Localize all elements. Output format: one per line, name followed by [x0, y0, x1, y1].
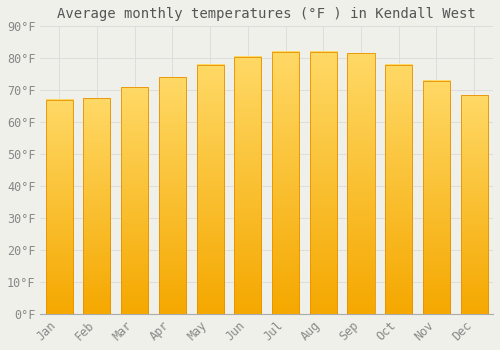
Bar: [423, 80, 450, 314]
Title: Average monthly temperatures (°F ) in Kendall West: Average monthly temperatures (°F ) in Ke…: [58, 7, 476, 21]
Bar: [121, 87, 148, 314]
Bar: [196, 65, 224, 314]
Bar: [348, 54, 374, 314]
Bar: [310, 52, 337, 314]
Bar: [159, 77, 186, 314]
Bar: [385, 65, 412, 314]
Bar: [272, 52, 299, 314]
Bar: [46, 100, 73, 314]
Bar: [234, 57, 262, 314]
Bar: [84, 98, 110, 314]
Bar: [460, 95, 488, 314]
